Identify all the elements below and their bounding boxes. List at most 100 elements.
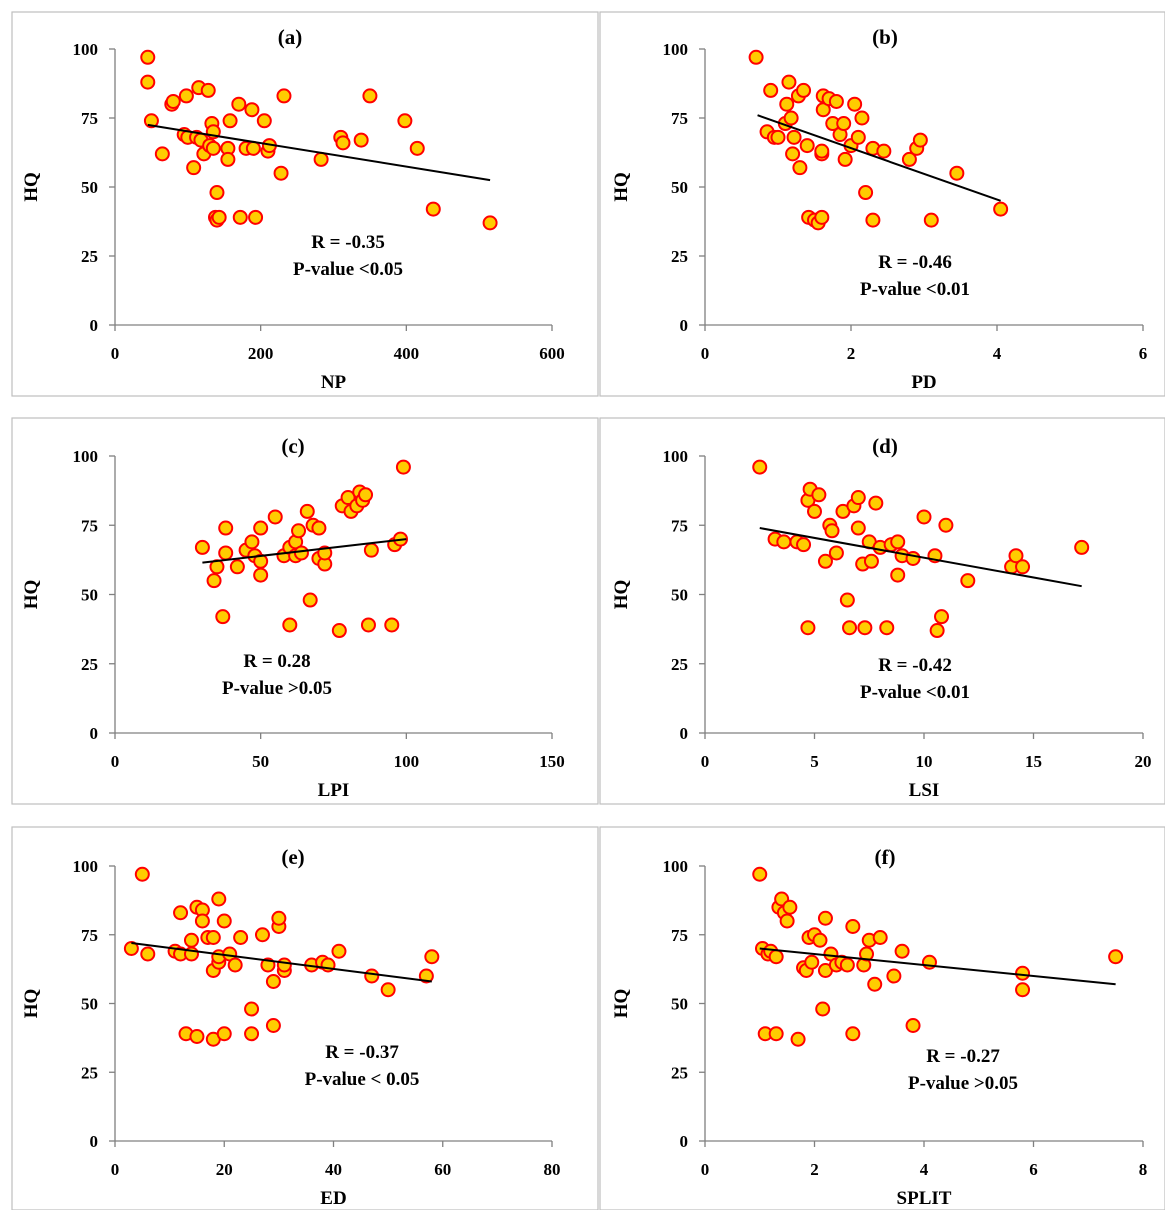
y-axis-label: HQ [21, 580, 42, 610]
data-point [923, 212, 939, 228]
data-point [206, 573, 222, 589]
y-tick-label: 50 [671, 586, 688, 605]
data-point [233, 930, 249, 945]
x-tick-label: 2 [847, 344, 856, 363]
data-point [140, 74, 156, 90]
data-point [868, 495, 884, 511]
data-point [231, 96, 247, 112]
y-tick-label: 100 [73, 447, 99, 466]
data-point [331, 943, 347, 959]
data-point [814, 209, 830, 225]
x-tick-label: 6 [1029, 1160, 1038, 1179]
y-tick-label: 100 [73, 857, 99, 876]
data-point [215, 609, 231, 625]
data-point [752, 866, 768, 882]
data-point [194, 913, 210, 929]
y-tick-label: 100 [663, 447, 689, 466]
x-axis-label: ED [320, 1188, 346, 1209]
data-point [890, 567, 906, 583]
data-point [313, 151, 329, 167]
data-point [782, 899, 798, 915]
data-point [293, 545, 309, 561]
x-tick-label: 20 [1135, 752, 1152, 771]
data-point [253, 567, 269, 583]
data-point [850, 520, 866, 536]
y-tick-label: 0 [90, 724, 99, 743]
y-tick-label: 50 [81, 586, 98, 605]
y-tick-label: 0 [90, 1132, 99, 1151]
p-value: P-value >0.05 [908, 1073, 1018, 1094]
y-tick-label: 25 [671, 1063, 688, 1082]
data-point [781, 74, 797, 90]
p-value: P-value <0.01 [860, 682, 970, 703]
data-point [828, 545, 844, 561]
scatter-panel: 0 2 4 6 8 0 25 50 75 100 SPLIT HQ (f) R = -0.27 P-valu… [599, 826, 1165, 1210]
data-point [783, 110, 799, 126]
correlation-r: R = 0.28 [243, 651, 310, 672]
y-axis-label: HQ [21, 989, 42, 1019]
correlation-r: R = -0.27 [926, 1046, 1000, 1067]
x-tick-label: 10 [916, 752, 933, 771]
y-tick-label: 50 [671, 995, 688, 1014]
data-point [384, 617, 400, 633]
data-point [178, 88, 194, 104]
y-axis-label: HQ [611, 989, 632, 1019]
x-tick-label: 0 [701, 752, 710, 771]
x-tick-label: 0 [701, 344, 710, 363]
panel-label: (c) [281, 434, 304, 458]
panel-frame [11, 11, 599, 397]
data-point [244, 534, 260, 550]
trend-line [757, 114, 1001, 202]
x-tick-label: 0 [111, 752, 120, 771]
data-point [244, 1001, 260, 1017]
panel-frame [599, 11, 1165, 397]
data-point [248, 209, 264, 225]
data-point [353, 132, 369, 148]
y-tick-label: 0 [680, 316, 689, 335]
data-point [358, 487, 374, 503]
data-point [1015, 965, 1031, 981]
data-point [752, 459, 768, 475]
y-axis-label: HQ [21, 172, 42, 202]
data-point [779, 913, 795, 929]
data-point [397, 113, 413, 129]
data-point [254, 927, 270, 943]
data-point [211, 209, 227, 225]
data-point [934, 609, 950, 625]
correlation-r: R = -0.35 [311, 232, 385, 253]
data-point [218, 545, 234, 561]
panel-frame [11, 826, 599, 1210]
data-point [890, 534, 906, 550]
data-point [786, 129, 802, 145]
data-point [222, 113, 238, 129]
data-point [837, 151, 853, 167]
scatter-panel: 0 5 10 15 20 0 25 50 75 100 LSI HQ (d) R = -0.42 P-val… [599, 417, 1165, 805]
correlation-r: R = -0.37 [325, 1042, 399, 1063]
y-tick-label: 100 [663, 857, 689, 876]
y-tick-label: 25 [671, 655, 688, 674]
data-point [901, 151, 917, 167]
p-value: P-value >0.05 [222, 678, 332, 699]
y-axis-label: HQ [611, 172, 632, 202]
data-point [245, 140, 261, 156]
data-point [886, 968, 902, 984]
x-axis-label: NP [321, 372, 347, 393]
data-point [1074, 539, 1090, 555]
data-point [768, 1026, 784, 1042]
data-point [785, 146, 801, 162]
data-point [817, 910, 833, 926]
data-point [847, 96, 863, 112]
data-point [331, 623, 347, 639]
data-point [905, 1018, 921, 1033]
data-point [360, 617, 376, 633]
data-point [879, 620, 895, 636]
data-point [424, 949, 440, 965]
y-tick-label: 0 [90, 316, 99, 335]
y-tick-label: 75 [81, 109, 98, 128]
data-point [194, 539, 210, 555]
data-point [205, 930, 221, 945]
data-point [140, 946, 156, 962]
y-tick-label: 75 [671, 926, 688, 945]
x-tick-label: 6 [1139, 344, 1148, 363]
data-point [796, 537, 812, 553]
